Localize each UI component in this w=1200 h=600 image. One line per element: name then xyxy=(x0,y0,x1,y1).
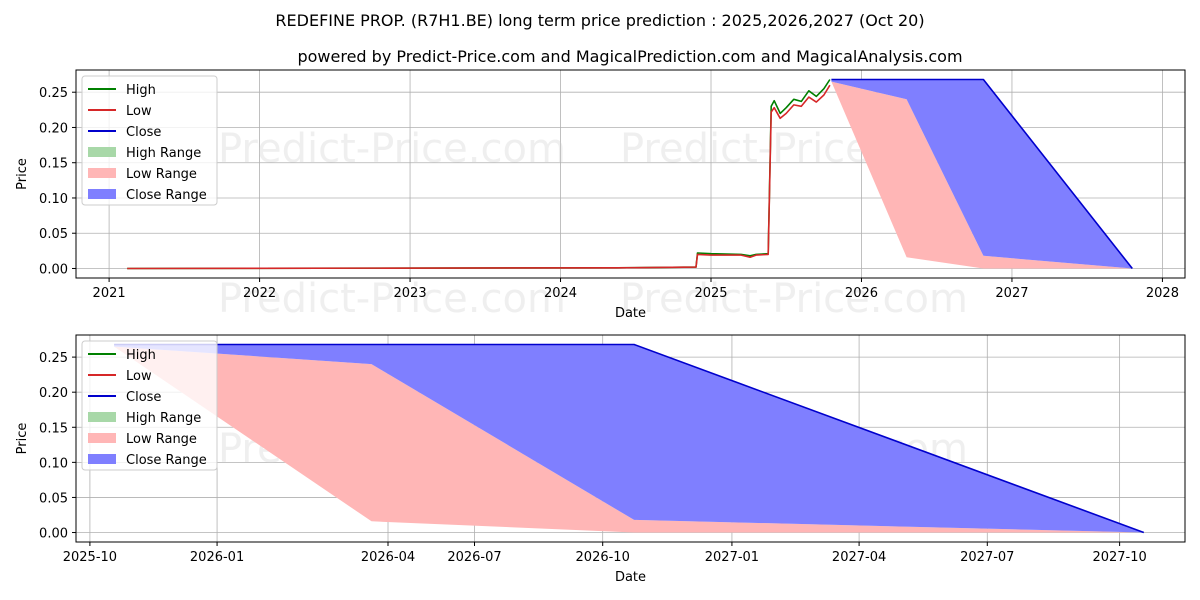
x-tick-label: 2026-07 xyxy=(447,550,501,565)
plot-area xyxy=(114,343,1145,534)
x-tick-label: 2028 xyxy=(1146,286,1179,301)
legend-area-swatch xyxy=(88,168,116,178)
close-range-area xyxy=(114,344,1144,533)
x-tick-label: 2026-10 xyxy=(576,550,630,565)
bottom-chart: Predict-Price.comPredict-Price.com2025-1… xyxy=(15,334,1186,585)
y-tick-label: 0.00 xyxy=(39,527,68,542)
legend-entry-label: High xyxy=(126,348,156,363)
legend-area-swatch xyxy=(88,412,116,422)
low-range-area xyxy=(831,81,1133,269)
y-tick-label: 0.20 xyxy=(39,121,68,136)
close-series-line xyxy=(831,78,1133,269)
x-tick-label: 2027-07 xyxy=(960,550,1014,565)
x-tick-label: 2025 xyxy=(694,286,727,301)
top-chart: Predict-Price.com Predict-Price.com Predic… xyxy=(15,69,1186,322)
legend-entry-label: Low Range xyxy=(126,432,197,447)
y-tick-label: 0.25 xyxy=(39,86,68,101)
low-series-line xyxy=(127,84,831,270)
legend-entry-label: Close Range xyxy=(126,453,207,468)
y-tick-label: 0.25 xyxy=(39,351,68,366)
y-axis-label: Price xyxy=(15,158,30,190)
x-tick-label: 2027 xyxy=(995,286,1028,301)
y-tick-label: 0.05 xyxy=(39,227,68,242)
y-axis-label: Price xyxy=(15,423,30,455)
y-tick-label: 0.00 xyxy=(39,262,68,277)
y-tick-label: 0.15 xyxy=(39,157,68,172)
legend-entry-label: Close xyxy=(126,125,161,140)
legend-area-swatch xyxy=(88,189,116,199)
x-tick-label: 2021 xyxy=(93,286,126,301)
axes-frame xyxy=(75,334,1186,543)
x-axis-label: Date xyxy=(615,570,646,585)
x-tick-label: 2024 xyxy=(544,286,577,301)
legend-entry-label: Low xyxy=(126,369,152,384)
axes-frame xyxy=(75,69,1186,279)
y-tick-label: 0.10 xyxy=(39,456,68,471)
y-tick-label: 0.20 xyxy=(39,386,68,401)
x-tick-label: 2026-01 xyxy=(190,550,244,565)
close-series-line xyxy=(114,343,1145,534)
legend-entry-label: High xyxy=(126,83,156,98)
x-tick-label: 2025-10 xyxy=(63,550,117,565)
legend-entry-label: Close Range xyxy=(126,188,207,203)
chart-subtitle: powered by Predict-Price.com and Magical… xyxy=(297,47,962,66)
legend-entry-label: Low Range xyxy=(126,167,197,182)
x-tick-label: 2022 xyxy=(243,286,276,301)
chart-title: REDEFINE PROP. (R7H1.BE) long term price… xyxy=(275,11,924,30)
legend-entry-label: High Range xyxy=(126,411,201,426)
legend-entry-label: Close xyxy=(126,390,161,405)
legend-area-swatch xyxy=(88,454,116,464)
close-range-area xyxy=(831,79,1133,269)
x-tick-label: 2026 xyxy=(845,286,878,301)
x-axis-label: Date xyxy=(615,306,646,321)
legend-entry-label: High Range xyxy=(126,146,201,161)
legend-area-swatch xyxy=(88,147,116,157)
plot-area xyxy=(127,78,1133,270)
legend-area-swatch xyxy=(88,433,116,443)
x-tick-label: 2023 xyxy=(394,286,427,301)
x-tick-label: 2027-10 xyxy=(1092,550,1146,565)
y-tick-label: 0.10 xyxy=(39,192,68,207)
y-tick-label: 0.15 xyxy=(39,421,68,436)
watermark-text: Predict-Price.com xyxy=(218,276,566,322)
watermark-text: Predict-Price.com xyxy=(620,276,968,322)
low-range-area xyxy=(114,346,1144,533)
high-series-line xyxy=(127,79,831,270)
watermark-text: Predict-Price.com xyxy=(218,126,566,172)
x-tick-label: 2027-04 xyxy=(832,550,886,565)
y-tick-label: 0.05 xyxy=(39,491,68,506)
x-tick-label: 2027-01 xyxy=(705,550,759,565)
legend-entry-label: Low xyxy=(126,104,152,119)
x-tick-label: 2026-04 xyxy=(361,550,415,565)
